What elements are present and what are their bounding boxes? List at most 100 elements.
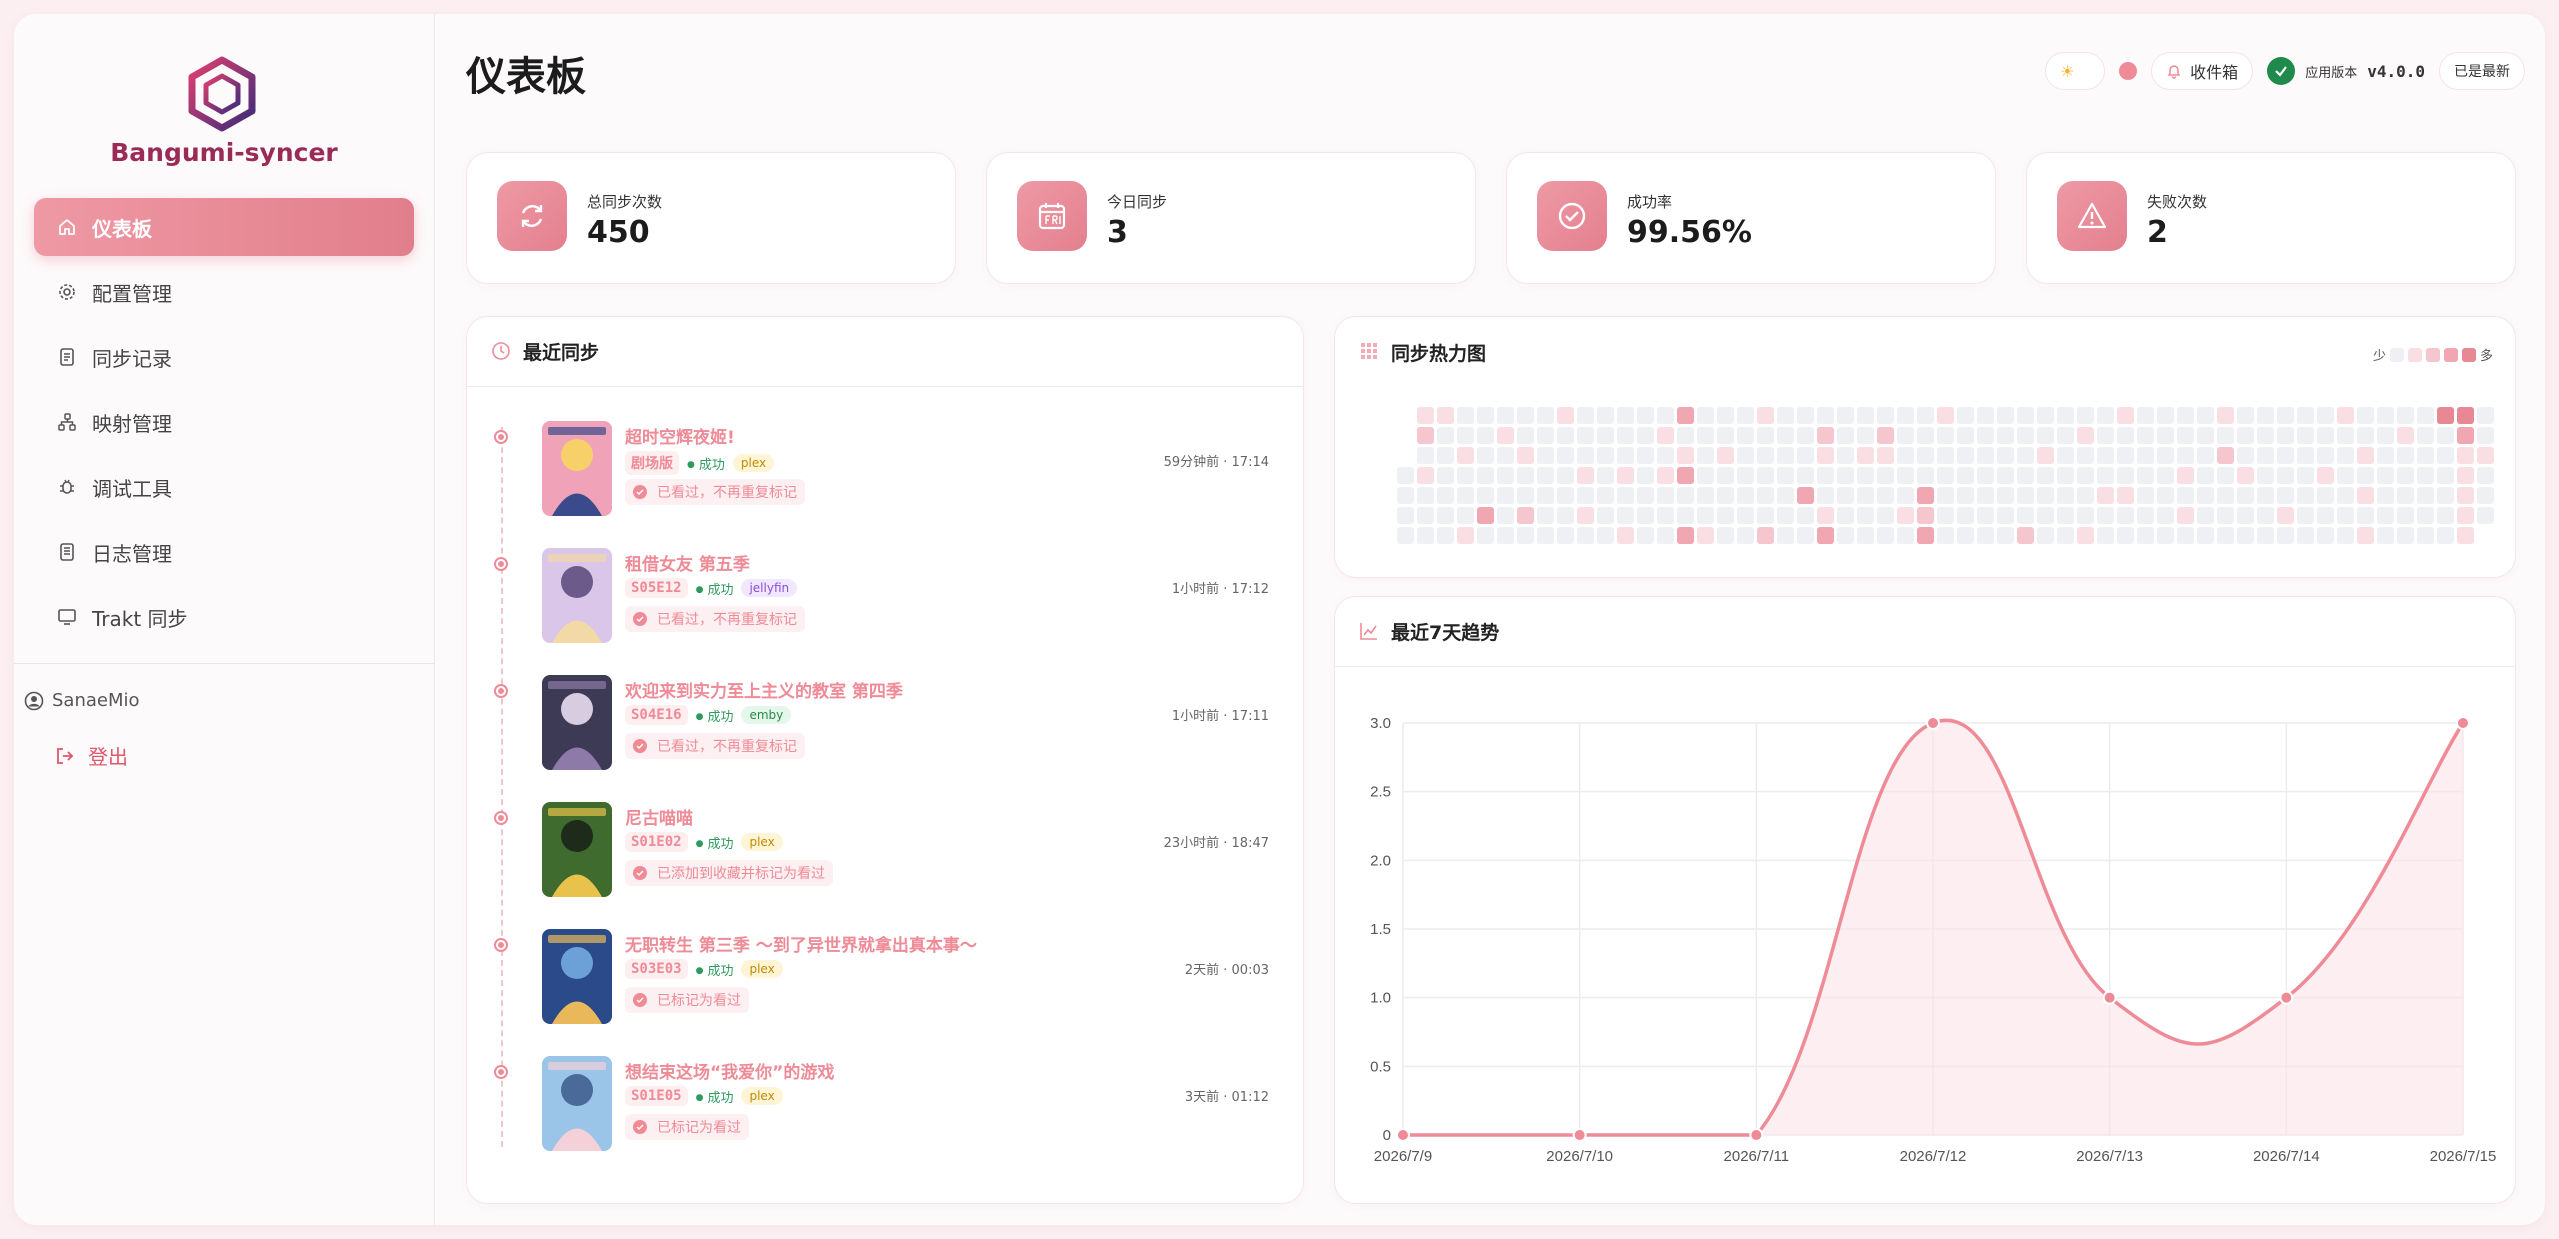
heatmap-cell[interactable] [2237, 407, 2254, 424]
heatmap-cell[interactable] [1657, 447, 1674, 464]
heatmap-cell[interactable] [2397, 467, 2414, 484]
heatmap-cell[interactable] [1697, 487, 1714, 504]
heatmap-cell[interactable] [1957, 527, 1974, 544]
heatmap-cell[interactable] [2177, 427, 2194, 444]
heatmap-cell[interactable] [1557, 467, 1574, 484]
heatmap-cell[interactable] [1937, 487, 1954, 504]
heatmap-cell[interactable] [1417, 407, 1434, 424]
heatmap-cell[interactable] [2457, 507, 2474, 524]
heatmap-cell[interactable] [2077, 427, 2094, 444]
heatmap-cell[interactable] [2357, 467, 2374, 484]
heatmap-cell[interactable] [2157, 467, 2174, 484]
heatmap-cell[interactable] [2097, 467, 2114, 484]
heatmap-cell[interactable] [1637, 487, 1654, 504]
heatmap-cell[interactable] [1817, 487, 1834, 504]
heatmap-cell[interactable] [1497, 407, 1514, 424]
heatmap-cell[interactable] [2177, 447, 2194, 464]
heatmap-cell[interactable] [2337, 447, 2354, 464]
heatmap-cell[interactable] [2117, 467, 2134, 484]
heatmap-cell[interactable] [1517, 447, 1534, 464]
heatmap-cell[interactable] [1997, 407, 2014, 424]
heatmap-cell[interactable] [1817, 527, 1834, 544]
heatmap-cell[interactable] [2317, 507, 2334, 524]
heatmap-cell[interactable] [2437, 407, 2454, 424]
heatmap-cell[interactable] [1417, 527, 1434, 544]
heatmap-cell[interactable] [2017, 507, 2034, 524]
heatmap-cell[interactable] [2117, 527, 2134, 544]
heatmap-cell[interactable] [2177, 527, 2194, 544]
heatmap-cell[interactable] [1557, 507, 1574, 524]
heatmap-cell[interactable] [1937, 507, 1954, 524]
heatmap-cell[interactable] [1557, 427, 1574, 444]
heatmap-cell[interactable] [2117, 487, 2134, 504]
heatmap-cell[interactable] [2377, 467, 2394, 484]
heatmap-cell[interactable] [1677, 527, 1694, 544]
heatmap-cell[interactable] [1837, 507, 1854, 524]
heatmap-cell[interactable] [2437, 447, 2454, 464]
heatmap-cell[interactable] [2397, 447, 2414, 464]
heatmap-cell[interactable] [1997, 487, 2014, 504]
heatmap-cell[interactable] [1857, 447, 1874, 464]
heatmap-cell[interactable] [1717, 527, 1734, 544]
heatmap-cell[interactable] [1877, 527, 1894, 544]
heatmap-cell[interactable] [1977, 427, 1994, 444]
heatmap-cell[interactable] [1437, 407, 1454, 424]
heatmap-cell[interactable] [1877, 407, 1894, 424]
heatmap-cell[interactable] [2097, 507, 2114, 524]
heatmap-cell[interactable] [1437, 507, 1454, 524]
heatmap-cell[interactable] [2437, 427, 2454, 444]
heatmap-cell[interactable] [1897, 447, 1914, 464]
heatmap-cell[interactable] [1877, 427, 1894, 444]
heatmap-cell[interactable] [1877, 507, 1894, 524]
heatmap-cell[interactable] [1657, 407, 1674, 424]
notification-dot[interactable] [2119, 62, 2138, 80]
heatmap-cell[interactable] [2377, 407, 2394, 424]
anime-title[interactable]: 尼古喵喵 [625, 809, 693, 829]
heatmap-cell[interactable] [2157, 507, 2174, 524]
heatmap-cell[interactable] [1657, 467, 1674, 484]
anime-cover[interactable] [542, 675, 612, 770]
heatmap-cell[interactable] [1437, 527, 1454, 544]
list-item[interactable]: 无职转生 第三季 ～到了异世界就拿出真本事～ S03E03 成功 plex已标记为看过… [467, 925, 1303, 1052]
heatmap-cell[interactable] [2237, 427, 2254, 444]
heatmap-cell[interactable] [2117, 507, 2134, 524]
heatmap-cell[interactable] [2277, 447, 2294, 464]
heatmap-cell[interactable] [1437, 487, 1454, 504]
heatmap-cell[interactable] [1817, 507, 1834, 524]
heatmap-cell[interactable] [2177, 407, 2194, 424]
heatmap-cell[interactable] [2257, 487, 2274, 504]
heatmap-cell[interactable] [1557, 527, 1574, 544]
heatmap-cell[interactable] [1417, 447, 1434, 464]
heatmap-cell[interactable] [1757, 427, 1774, 444]
heatmap-cell[interactable] [1517, 487, 1534, 504]
heatmap-cell[interactable] [1477, 427, 1494, 444]
heatmap-cell[interactable] [2417, 527, 2434, 544]
heatmap-cell[interactable] [2377, 447, 2394, 464]
heatmap-cell[interactable] [2017, 427, 2034, 444]
heatmap-cell[interactable] [2277, 467, 2294, 484]
list-item[interactable]: 超时空辉夜姬! 剧场版成功 plex 已看过，不再重复标记 59分钟前 · 17:14 [467, 417, 1303, 544]
heatmap-cell[interactable] [1397, 527, 1414, 544]
heatmap-cell[interactable] [2317, 407, 2334, 424]
heatmap-cell[interactable] [2337, 427, 2354, 444]
sidebar-item-config[interactable]: 配置管理 [34, 263, 414, 321]
heatmap-cell[interactable] [1797, 487, 1814, 504]
anime-title[interactable]: 无职转生 第三季 ～到了异世界就拿出真本事～ [625, 936, 977, 956]
heatmap-cell[interactable] [1577, 407, 1594, 424]
heatmap-cell[interactable] [1717, 507, 1734, 524]
heatmap-cell[interactable] [1617, 427, 1634, 444]
heatmap-cell[interactable] [1897, 407, 1914, 424]
heatmap-cell[interactable] [1917, 407, 1934, 424]
heatmap-cell[interactable] [1917, 527, 1934, 544]
heatmap-cell[interactable] [1517, 407, 1534, 424]
heatmap-cell[interactable] [1637, 427, 1654, 444]
heatmap-cell[interactable] [2257, 507, 2274, 524]
heatmap-cell[interactable] [1797, 427, 1814, 444]
heatmap-cell[interactable] [1537, 507, 1554, 524]
heatmap-cell[interactable] [2057, 467, 2074, 484]
heatmap-cell[interactable] [1717, 467, 1734, 484]
heatmap-cell[interactable] [2197, 447, 2214, 464]
heatmap-cell[interactable] [2357, 527, 2374, 544]
heatmap-cell[interactable] [1477, 467, 1494, 484]
heatmap-cell[interactable] [1637, 447, 1654, 464]
